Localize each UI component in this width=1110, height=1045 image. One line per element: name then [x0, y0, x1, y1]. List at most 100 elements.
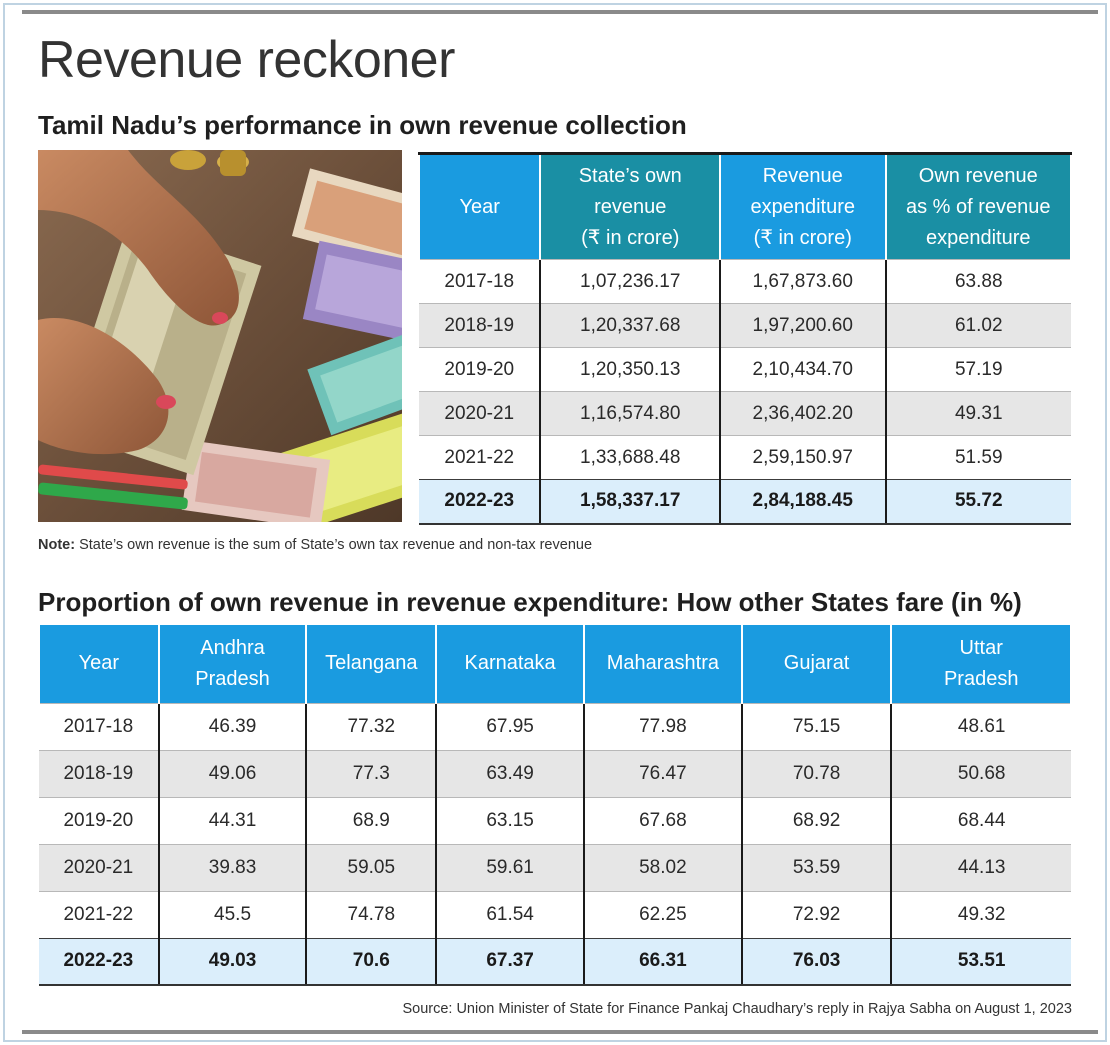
st-value-cell: 44.31: [157, 796, 308, 844]
tn-year-cell: 2019-20: [419, 347, 542, 392]
st-col-year: Year: [38, 625, 160, 703]
st-year-cell: 2021-22: [39, 890, 160, 938]
tn-table-header-row: Year State’s own revenue (₹ in crore) Reve…: [417, 153, 1073, 260]
tn-col-own-revenue-pct: Own revenue as % of revenue expenditure: [884, 153, 1073, 260]
tn-table-title: Tamil Nadu’s performance in own revenue …: [38, 110, 687, 140]
st-col-gujarat: Gujarat: [740, 625, 893, 703]
st-year-cell: 2020-21: [39, 843, 160, 891]
st-value-cell: 46.39: [157, 702, 308, 750]
table-note: Note: State’s own revenue is the sum of …: [38, 537, 592, 553]
st-value-cell: 62.25: [582, 890, 743, 938]
st-value-cell: 49.03: [157, 937, 308, 986]
st-value-cell: 66.31: [582, 937, 743, 986]
st-value-cell: 45.5: [157, 890, 308, 938]
tn-table-row: 2017-18 1,07,236.17 1,67,873.60 63.88: [419, 259, 1071, 304]
st-value-cell: 59.61: [435, 843, 585, 891]
st-value-cell: 76.03: [740, 937, 893, 986]
tn-value-cell: 1,20,337.68: [539, 303, 721, 348]
tn-value-cell: 63.88: [884, 259, 1071, 304]
st-value-cell: 77.32: [305, 702, 438, 750]
tn-value-cell: 2,59,150.97: [718, 435, 887, 480]
st-year-cell: 2019-20: [39, 796, 160, 844]
tn-value-cell: 55.72: [884, 479, 1071, 525]
st-value-cell: 68.9: [305, 796, 438, 844]
st-col-karnataka: Karnataka: [435, 625, 585, 703]
tn-year-cell: 2017-18: [419, 259, 542, 304]
tn-table-body: 2017-18 1,07,236.17 1,67,873.60 63.88 2018-1…: [419, 259, 1071, 525]
st-col-uttar-pradesh: Uttar Pradesh: [890, 625, 1072, 703]
st-col-telangana: Telangana: [305, 625, 438, 703]
st-value-cell: 58.02: [582, 843, 743, 891]
tn-year-cell: 2021-22: [419, 435, 542, 480]
tn-value-cell: 2,10,434.70: [718, 347, 887, 392]
st-table-row: 2021-22 45.5 74.78 61.54 62.25 72.92 49.32: [39, 890, 1071, 938]
tn-col-own-revenue: State’s own revenue (₹ in crore): [539, 153, 721, 260]
money-photo-icon: [38, 150, 402, 522]
st-table-row: 2017-18 46.39 77.32 67.95 77.98 75.15 48.61: [39, 702, 1071, 750]
st-value-cell: 48.61: [890, 702, 1071, 750]
note-text: State’s own revenue is the sum of State’…: [75, 537, 593, 553]
st-year-cell: 2022-23: [39, 937, 160, 986]
st-value-cell: 68.92: [740, 796, 893, 844]
states-table-title: Proportion of own revenue in revenue exp…: [38, 587, 1022, 617]
tn-year-cell: 2022-23: [419, 479, 542, 525]
tn-value-cell: 1,07,236.17: [539, 259, 721, 304]
states-table: Year Andhra Pradesh Telangana Karnataka M…: [38, 625, 1072, 986]
st-value-cell: 49.06: [157, 749, 308, 797]
st-value-cell: 50.68: [890, 749, 1071, 797]
st-value-cell: 59.05: [305, 843, 438, 891]
st-value-cell: 67.95: [435, 702, 585, 750]
st-value-cell: 77.98: [582, 702, 743, 750]
top-rule: [22, 10, 1098, 14]
st-value-cell: 53.51: [890, 937, 1071, 986]
page-title: Revenue reckoner: [38, 31, 455, 89]
st-table-row: 2018-19 49.06 77.3 63.49 76.47 70.78 50.68: [39, 749, 1071, 797]
tn-value-cell: 57.19: [884, 347, 1071, 392]
tn-col-revenue-expenditure: Revenue expenditure (₹ in crore): [718, 153, 887, 260]
st-value-cell: 77.3: [305, 749, 438, 797]
tn-value-cell: 61.02: [884, 303, 1071, 348]
st-table-row: 2020-21 39.83 59.05 59.61 58.02 53.59 44.13: [39, 843, 1071, 891]
st-value-cell: 72.92: [740, 890, 893, 938]
tn-value-cell: 1,33,688.48: [539, 435, 721, 480]
st-col-maharashtra: Maharashtra: [582, 625, 743, 703]
tn-value-cell: 2,84,188.45: [718, 479, 887, 525]
st-value-cell: 53.59: [740, 843, 893, 891]
tn-table-row: 2019-20 1,20,350.13 2,10,434.70 57.19: [419, 347, 1071, 392]
tn-table-row: 2018-19 1,20,337.68 1,97,200.60 61.02: [419, 303, 1071, 348]
tn-value-cell: 1,97,200.60: [718, 303, 887, 348]
tn-revenue-table: Year State’s own revenue (₹ in crore) Reve…: [417, 152, 1073, 525]
tn-value-cell: 2,36,402.20: [718, 391, 887, 436]
states-table-header-row: Year Andhra Pradesh Telangana Karnataka M…: [38, 625, 1072, 703]
st-value-cell: 61.54: [435, 890, 585, 938]
tn-value-cell: 49.31: [884, 391, 1071, 436]
bottom-rule: [22, 1030, 1098, 1034]
st-value-cell: 63.15: [435, 796, 585, 844]
tn-table-row: 2020-21 1,16,574.80 2,36,402.20 49.31: [419, 391, 1071, 436]
tn-value-cell: 1,20,350.13: [539, 347, 721, 392]
st-value-cell: 75.15: [740, 702, 893, 750]
money-photo: [38, 150, 402, 522]
tn-value-cell: 51.59: [884, 435, 1071, 480]
st-value-cell: 49.32: [890, 890, 1071, 938]
st-value-cell: 39.83: [157, 843, 308, 891]
st-col-andhra-pradesh: Andhra Pradesh: [157, 625, 308, 703]
st-year-cell: 2017-18: [39, 702, 160, 750]
tn-table-row: 2021-22 1,33,688.48 2,59,150.97 51.59: [419, 435, 1071, 480]
st-value-cell: 67.37: [435, 937, 585, 986]
st-table-row: 2019-20 44.31 68.9 63.15 67.68 68.92 68.44: [39, 796, 1071, 844]
tn-col-year: Year: [417, 153, 542, 260]
tn-table-row: 2022-23 1,58,337.17 2,84,188.45 55.72: [419, 479, 1071, 525]
tn-value-cell: 1,67,873.60: [718, 259, 887, 304]
st-year-cell: 2018-19: [39, 749, 160, 797]
source-note: Source: Union Minister of State for Fina…: [402, 1001, 1072, 1017]
note-label: Note:: [38, 537, 76, 553]
tn-year-cell: 2018-19: [419, 303, 542, 348]
st-value-cell: 74.78: [305, 890, 438, 938]
st-value-cell: 68.44: [890, 796, 1071, 844]
tn-year-cell: 2020-21: [419, 391, 542, 436]
st-value-cell: 44.13: [890, 843, 1071, 891]
st-value-cell: 63.49: [435, 749, 585, 797]
tn-value-cell: 1,58,337.17: [539, 479, 721, 525]
st-value-cell: 76.47: [582, 749, 743, 797]
